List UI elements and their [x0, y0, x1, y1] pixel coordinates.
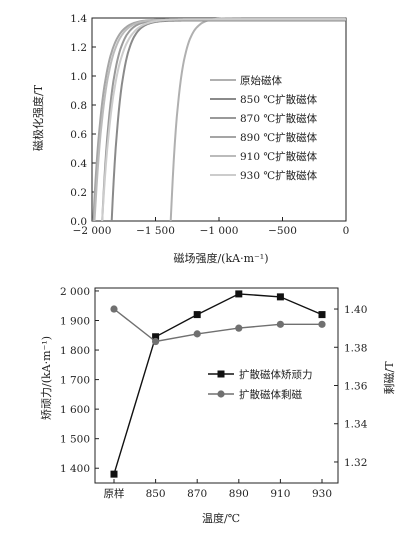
coercivity-point	[235, 290, 243, 298]
top-y-tick-label: 1.0	[70, 71, 87, 83]
remanence-point	[193, 330, 201, 338]
bottom-right-tick-label: 1.40	[344, 304, 367, 316]
demagnetization-chart: −2 000 −1 500 −1 000 −500 0 0.0 0.2 0.4 0.6 0.8 1.…	[31, 13, 350, 265]
bottom-x-tick-label: 850	[146, 488, 166, 500]
bottom-legend-label: 扩散磁体矫顽力	[239, 368, 313, 381]
bottom-x-tick-label: 870	[187, 488, 207, 500]
bottom-right-tick-label: 1.36	[344, 381, 368, 393]
bottom-left-tick-label: 2 000	[60, 286, 90, 298]
demag-curve	[169, 17, 346, 222]
bottom-x-tick-label: 910	[270, 488, 290, 500]
coercivity-line	[113, 293, 323, 475]
top-y-tick-label: 0.2	[70, 187, 87, 199]
top-x-tick-label: −1 000	[200, 225, 239, 237]
top-y-tick-label: 1.4	[70, 13, 87, 25]
bottom-right-tick-label: 1.32	[344, 457, 367, 469]
bottom-left-tick-label: 1 800	[60, 345, 90, 357]
bottom-left-tick-label: 1 600	[60, 404, 90, 416]
bottom-x-axis-label: 温度/℃	[202, 511, 240, 525]
bottom-x-tick-label: 890	[229, 488, 249, 500]
coercivity-point	[193, 311, 201, 319]
bottom-right-tick-label: 1.38	[344, 342, 367, 354]
top-legend-label: 930 ℃扩散磁体	[240, 169, 318, 182]
top-x-tick-label: −2 000	[73, 225, 112, 237]
top-y-tick-label: 0.4	[70, 158, 87, 170]
top-y-tick-label: 0.8	[70, 100, 87, 112]
top-x-tick-label: −500	[268, 225, 297, 237]
remanence-point	[235, 324, 243, 332]
top-x-axis-label: 磁场强度/(kA·m⁻¹)	[173, 251, 268, 265]
top-legend-label: 850 ℃扩散磁体	[240, 93, 318, 106]
demag-curve	[101, 18, 346, 222]
bottom-legend-label: 扩散磁体剩磁	[239, 388, 302, 401]
bottom-left-tick-label: 1 400	[60, 463, 90, 475]
top-y-axis-label: 磁极化强度/T	[31, 84, 45, 151]
bottom-left-tick-label: 1 900	[60, 316, 90, 328]
bottom-x-tick-label: 原样	[104, 487, 125, 500]
coercivity-point	[318, 311, 326, 319]
bottom-left-axis-label: 矫顽力/(kA·m⁻¹)	[40, 336, 53, 420]
top-y-tick-label: 0.6	[70, 129, 87, 141]
remanence-point	[110, 305, 118, 313]
coercivity-remanence-chart: 原样 850 870 890 910 930 1 400 1 500 1 600 1 700 1 8…	[40, 286, 396, 525]
top-legend-label: 890 ℃扩散磁体	[240, 131, 318, 144]
remanence-point	[152, 337, 160, 346]
coercivity-point	[276, 293, 284, 301]
top-legend-label: 870 ℃扩散磁体	[240, 112, 318, 125]
bottom-left-tick-label: 1 700	[60, 375, 90, 387]
bottom-left-tick-label: 1 500	[60, 434, 90, 446]
remanence-point	[318, 320, 326, 328]
coercivity-point	[152, 333, 160, 341]
bottom-right-axis-label: 剩磁/T	[383, 361, 396, 395]
top-x-tick-label: 0	[343, 225, 350, 237]
top-y-tick-label: 1.2	[70, 42, 87, 54]
remanence-line	[113, 308, 322, 343]
bottom-right-tick-label: 1.34	[344, 419, 368, 431]
top-y-tick-label: 0.0	[70, 216, 87, 228]
bottom-legend-marker	[217, 370, 225, 378]
bottom-plot-frame	[94, 287, 339, 484]
bottom-legend-marker	[217, 390, 225, 398]
top-legend-label: 910 ℃扩散磁体	[240, 150, 318, 163]
remanence-point	[276, 320, 284, 328]
top-x-tick-label: −1 500	[136, 225, 175, 237]
bottom-x-tick-label: 930	[312, 488, 332, 500]
coercivity-point	[110, 470, 118, 478]
top-legend-label: 原始磁体	[240, 74, 282, 87]
